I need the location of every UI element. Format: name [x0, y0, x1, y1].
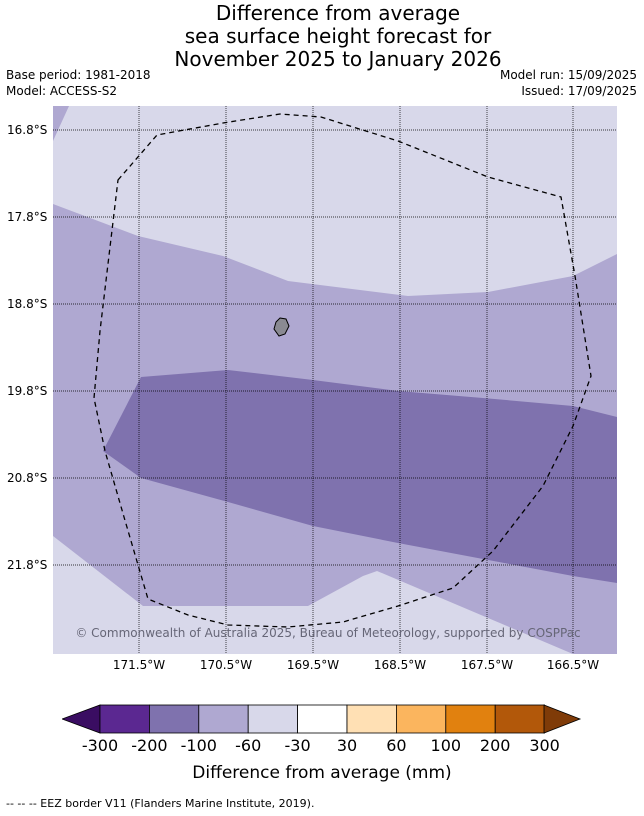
colorbar-tick-label: -30: [284, 736, 311, 755]
longitude-label: 169.5°W: [286, 658, 340, 672]
issued-date: Issued: 17/09/2025: [521, 84, 637, 98]
colorbar-title: Difference from average (mm): [192, 763, 452, 783]
colorbar-segment: [494, 704, 546, 734]
latitude-label: 20.8°S: [7, 471, 48, 485]
colorbar-tick-label: -200: [131, 736, 168, 755]
model-name: Model: ACCESS-S2: [6, 84, 118, 98]
colorbar-tick-label: 60: [386, 736, 407, 755]
map-graticule: [53, 106, 617, 654]
colorbar-tick-label: 30: [336, 736, 358, 755]
colorbar-tick-label: 100: [430, 736, 462, 755]
colorbar-tick-label: 300: [529, 736, 560, 755]
colorbar: [62, 704, 582, 734]
colorbar-high-extend: [543, 704, 582, 734]
colorbar-segment: [149, 704, 200, 734]
colorbar-segment: [198, 704, 249, 734]
latitude-label: 18.8°S: [7, 297, 48, 311]
longitude-label: 171.5°W: [112, 658, 166, 672]
latitude-label: 17.8°S: [7, 210, 48, 224]
colorbar-tick-label: 200: [479, 736, 511, 755]
base-period: Base period: 1981-2018: [6, 68, 151, 82]
copyright-notice: © Commonwealth of Australia 2025, Bureau…: [75, 626, 580, 640]
latitude-label: 19.8°S: [7, 384, 48, 398]
colorbar-segment: [247, 704, 298, 734]
longitude-label: 170.5°W: [199, 658, 253, 672]
chart-title-line-2: sea surface height forecast for: [184, 24, 492, 48]
colorbar-low-extend: [62, 704, 101, 734]
band-minus-100-to-minus-200: [103, 370, 617, 583]
colorbar-segment: [346, 704, 397, 734]
model-run: Model run: 15/09/2025: [499, 68, 637, 82]
island-landmass: [273, 317, 290, 337]
latitude-label: 21.8°S: [7, 558, 48, 572]
chart-title-line-1: Difference from average: [215, 1, 461, 25]
band-minus-60-to-minus-100-corner: [53, 106, 69, 141]
colorbar-tick-label: -60: [235, 736, 262, 755]
chart-title-line-3: November 2025 to January 2026: [174, 47, 502, 71]
eez-border: [93, 113, 592, 628]
colorbar-tick-label: -300: [81, 736, 119, 755]
colorbar-tick-label: -100: [180, 736, 217, 755]
forecast-map: © Commonwealth of Australia 2025, Bureau…: [53, 106, 617, 654]
eez-footnote: -- -- -- EEZ border V11 (Flanders Marine…: [6, 797, 315, 810]
colorbar-segment: [297, 704, 348, 734]
colorbar-segment: [445, 704, 496, 734]
longitude-label: 168.5°W: [373, 658, 427, 672]
colorbar-segment: [395, 704, 447, 734]
band-minus-30-to-minus-60-north: [53, 106, 617, 296]
longitude-label: 167.5°W: [460, 658, 514, 672]
longitude-label: 166.5°W: [546, 658, 600, 672]
colorbar-segment: [99, 704, 150, 734]
latitude-label: 16.8°S: [7, 123, 48, 137]
